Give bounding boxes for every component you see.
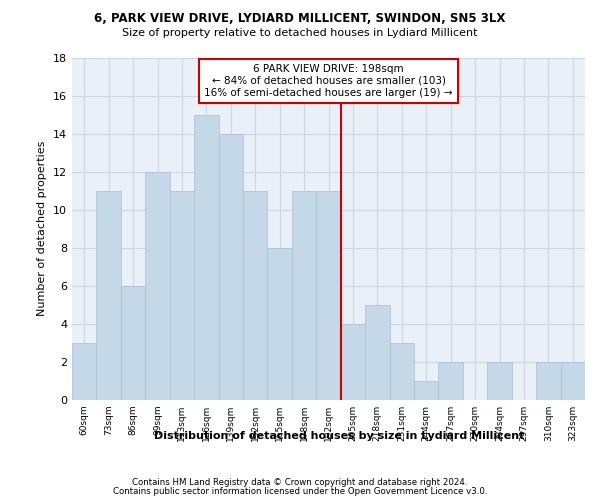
Bar [268, 248, 292, 400]
Bar [389, 343, 414, 400]
Bar [536, 362, 560, 400]
Text: Distribution of detached houses by size in Lydiard Millicent: Distribution of detached houses by size … [154, 431, 524, 441]
Bar [316, 190, 341, 400]
Bar [414, 381, 439, 400]
Bar [97, 190, 121, 400]
Text: 6 PARK VIEW DRIVE: 198sqm
← 84% of detached houses are smaller (103)
16% of semi: 6 PARK VIEW DRIVE: 198sqm ← 84% of detac… [204, 64, 453, 98]
Bar [145, 172, 170, 400]
Bar [439, 362, 463, 400]
Bar [365, 305, 389, 400]
Bar [243, 190, 268, 400]
Bar [72, 343, 97, 400]
Bar [560, 362, 585, 400]
Bar [341, 324, 365, 400]
Y-axis label: Number of detached properties: Number of detached properties [37, 141, 47, 316]
Bar [170, 190, 194, 400]
Text: Contains HM Land Registry data © Crown copyright and database right 2024.: Contains HM Land Registry data © Crown c… [132, 478, 468, 487]
Bar [194, 114, 218, 400]
Text: 6, PARK VIEW DRIVE, LYDIARD MILLICENT, SWINDON, SN5 3LX: 6, PARK VIEW DRIVE, LYDIARD MILLICENT, S… [94, 12, 506, 26]
Text: Contains public sector information licensed under the Open Government Licence v3: Contains public sector information licen… [113, 487, 487, 496]
Bar [487, 362, 512, 400]
Text: Size of property relative to detached houses in Lydiard Millicent: Size of property relative to detached ho… [122, 28, 478, 38]
Bar [292, 190, 316, 400]
Bar [121, 286, 145, 400]
Bar [218, 134, 243, 400]
